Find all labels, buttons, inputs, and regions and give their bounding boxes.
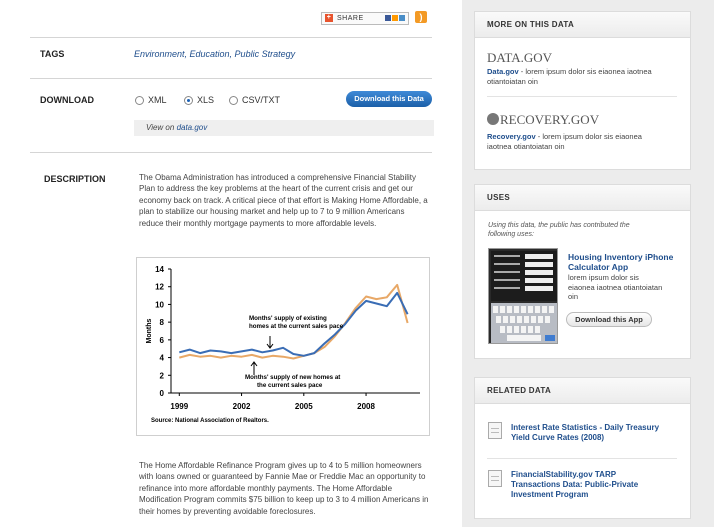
app-title-link[interactable]: Housing Inventory iPhone Calculator App <box>568 252 674 272</box>
more-on-this-data-panel: MORE ON THIS DATA DATA.GOV Data.gov - lo… <box>474 11 691 170</box>
y-tick-label: 8 <box>160 318 165 327</box>
y-tick-label: 2 <box>160 371 165 380</box>
format-xls-radio[interactable]: XLS <box>184 95 214 105</box>
chart-figure: 0 2 4 6 8 10 12 14 1999 2002 2005 2008 Months Months'… <box>136 257 430 436</box>
facebook-icon <box>385 15 391 21</box>
format-xml-radio[interactable]: XML <box>135 95 167 105</box>
x-tick-label: 2005 <box>295 402 313 411</box>
main-content: + SHARE ) TAGS Environment, Education, P… <box>0 0 462 527</box>
bookmark-icon <box>392 15 398 21</box>
share-button[interactable]: + SHARE <box>321 11 409 25</box>
series-line-0 <box>179 291 409 357</box>
related-data-panel: RELATED DATA Interest Rate Statistics - … <box>474 377 691 519</box>
y-tick-label: 6 <box>160 336 165 345</box>
annotation-arrowhead <box>266 343 274 349</box>
document-icon <box>488 422 502 439</box>
format-csv-label: CSV/TXT <box>242 95 281 105</box>
x-tick-label: 1999 <box>170 402 188 411</box>
annotation-arrowhead <box>250 361 258 367</box>
y-tick-label: 12 <box>155 283 164 292</box>
twitter-icon <box>399 15 405 21</box>
panel-title: USES <box>475 185 690 211</box>
divider <box>487 458 677 459</box>
view-on-prefix: View on <box>146 123 175 132</box>
y-tick-label: 0 <box>160 389 165 398</box>
divider <box>30 37 432 38</box>
download-label: DOWNLOAD <box>40 95 94 105</box>
panel-title: RELATED DATA <box>475 378 690 404</box>
document-icon <box>488 470 502 487</box>
share-widget[interactable]: + SHARE <box>321 11 409 25</box>
radio-xml[interactable] <box>135 95 144 105</box>
annotation-existing-homes: Months' supply of existing homes at the c… <box>249 315 344 330</box>
annotation-new-homes: Months' supply of new homes at the curren… <box>245 374 340 389</box>
datagov-description: Data.gov - lorem ipsum dolor sis eiaonea… <box>487 67 657 86</box>
recoverygov-description: Recovery.gov - lorem ipsum dolor sis eia… <box>487 132 657 151</box>
recoverygov-logo-text: RECOVERY.GOV <box>500 112 600 127</box>
recoverygov-link[interactable]: Recovery.gov <box>487 132 536 141</box>
y-tick-label: 14 <box>155 265 164 274</box>
divider <box>487 96 677 97</box>
divider <box>30 152 432 153</box>
months-supply-chart: 0 2 4 6 8 10 12 14 1999 2002 2005 2008 Months Months'… <box>146 265 420 424</box>
datagov-text: - lorem ipsum dolor sis eiaonea iaotnea … <box>487 67 652 86</box>
app-screenshot[interactable] <box>488 248 558 344</box>
format-xml-label: XML <box>148 95 167 105</box>
radio-xls[interactable] <box>184 95 193 105</box>
view-on-bar: View on data.gov <box>134 120 434 136</box>
description-text: The Obama Administration has introduced … <box>139 173 428 228</box>
chart-source: Source: National Association of Realtors… <box>151 418 269 424</box>
download-app-button[interactable]: Download this App <box>566 312 652 327</box>
related-link-tarp[interactable]: FinancialStability.gov TARP Transactions… <box>511 470 639 499</box>
related-link-interest-rate[interactable]: Interest Rate Statistics - Daily Treasur… <box>511 423 660 442</box>
share-service-icons <box>385 15 405 21</box>
panel-title: MORE ON THIS DATA <box>475 12 690 38</box>
tags-links[interactable]: Environment, Education, Public Strategy <box>134 49 296 59</box>
y-tick-label: 10 <box>155 300 164 309</box>
y-axis-title: Months <box>146 318 153 343</box>
recoverygov-logo: RECOVERY.GOV <box>487 112 599 128</box>
description-text-2: The Home Affordable Refinance Program gi… <box>139 461 429 516</box>
series-line-1 <box>179 283 409 360</box>
calculator-app-icon <box>491 251 557 343</box>
x-tick-label: 2008 <box>357 402 375 411</box>
view-on-link[interactable]: data.gov <box>176 123 208 132</box>
format-xls-label: XLS <box>197 95 215 105</box>
datagov-logo: DATA.GOV <box>487 50 553 65</box>
x-tick-label: 2002 <box>233 402 251 411</box>
recoverygov-text: - lorem ipsum dolor sis eiaonea iaotnea … <box>487 132 642 151</box>
divider <box>30 78 432 79</box>
description-label: DESCRIPTION <box>44 174 106 184</box>
share-label: SHARE <box>337 14 364 22</box>
download-data-button[interactable]: Download this Data <box>346 91 432 107</box>
datagov-link[interactable]: Data.gov <box>487 67 519 76</box>
radio-csv[interactable] <box>229 95 238 105</box>
uses-intro: Using this data, the public has contribu… <box>488 222 630 238</box>
recovery-seal-icon <box>487 113 499 125</box>
app-description: lorem ipsum dolor sis eiaonea iaotnea ot… <box>568 273 663 301</box>
rss-icon[interactable]: ) <box>415 11 427 23</box>
uses-panel: USES Using this data, the public has con… <box>474 184 691 359</box>
share-plus-icon: + <box>325 14 333 22</box>
format-csv-radio[interactable]: CSV/TXT <box>229 95 280 105</box>
tags-label: TAGS <box>40 49 65 59</box>
y-tick-label: 4 <box>160 354 165 363</box>
